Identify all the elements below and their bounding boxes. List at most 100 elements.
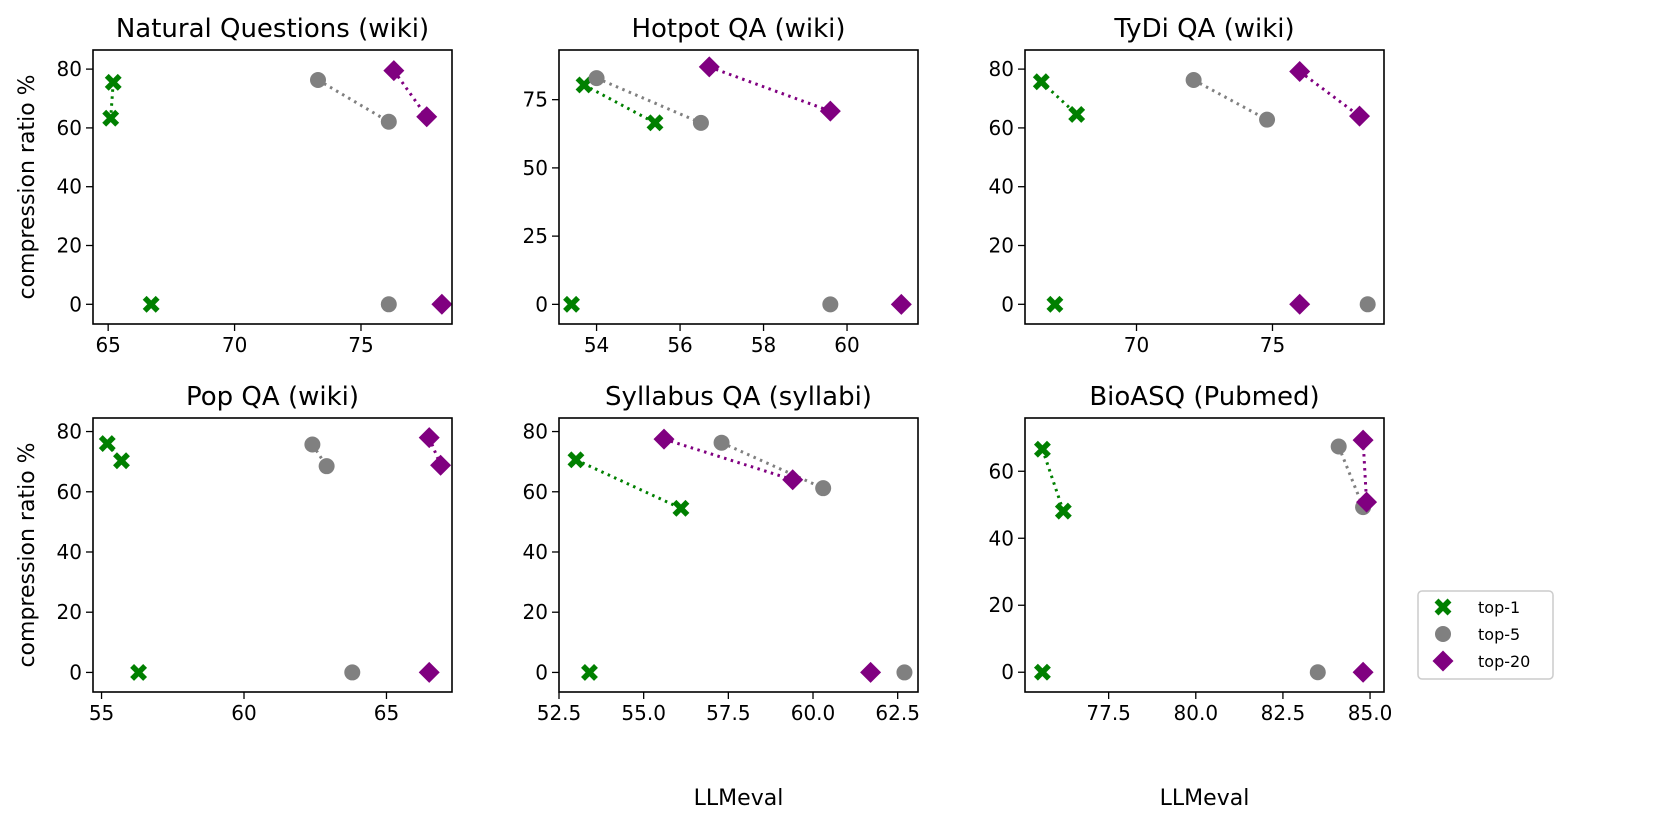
y-tick-label: 60 [989, 459, 1014, 483]
x-tick-label: 85.0 [1348, 701, 1393, 725]
data-point-top-20 [782, 469, 804, 491]
data-point-top-1-stroke-b [563, 295, 580, 313]
data-point-top-1-stroke-b [113, 452, 130, 470]
data-point-top-1 [1046, 295, 1064, 313]
data-point-top-5 [318, 458, 335, 475]
legend-marker-top-1 [1434, 598, 1452, 616]
data-point-top-5 [344, 664, 361, 681]
x-tick-label: 54 [584, 333, 609, 357]
y-tick-label: 60 [989, 116, 1014, 140]
legend-marker-top-5 [1435, 626, 1451, 642]
series-connector-top-1 [109, 82, 115, 119]
data-point-top-20 [416, 106, 438, 128]
data-point-top-20 [819, 100, 841, 122]
data-point-top-1 [130, 663, 148, 681]
y-tick-label: 20 [57, 234, 82, 258]
series-connector-top-20 [708, 65, 831, 113]
data-point-top-1-stroke-b [1046, 295, 1064, 313]
data-point-top-5 [380, 296, 397, 313]
x-tick-label: 56 [667, 333, 692, 357]
x-tick-label: 52.5 [537, 701, 582, 725]
plot-frame [558, 49, 919, 325]
subplot-6: BioASQ (Pubmed) 77.5 80.0 82.5 85.0 0 20 40 60 LL… [989, 382, 1393, 811]
data-point-top-1 [1054, 502, 1072, 520]
series-connector-top-5 [720, 441, 824, 490]
data-point-top-5 [1309, 664, 1326, 681]
data-point-top-5 [1259, 111, 1276, 128]
data-point-top-5 [822, 296, 839, 313]
subplot-title: Hotpot QA (wiki) [631, 14, 845, 44]
series-connector-top-1 [1041, 448, 1065, 512]
y-tick-label: 0 [535, 660, 548, 684]
legend-label-top-20: top-20 [1478, 652, 1530, 671]
data-point-top-20 [698, 56, 720, 78]
subplot-2: Hotpot QA (wiki) 54 56 58 60 0 25 50 75 [523, 14, 919, 357]
subplot-title: BioASQ (Pubmed) [1089, 382, 1319, 412]
data-point-top-1-stroke-b [1033, 440, 1051, 458]
data-point-top-1-stroke-b [646, 114, 664, 132]
series-connector-top-20 [663, 437, 794, 482]
data-point-top-1-stroke-b [98, 435, 116, 453]
data-point-top-20 [1349, 105, 1371, 127]
data-point-top-1 [1033, 663, 1051, 681]
x-tick-label: 77.5 [1086, 701, 1131, 725]
x-axis-label: LLMeval [1160, 786, 1250, 811]
data-point-top-1-stroke-b [672, 499, 690, 517]
data-point-top-1 [102, 109, 120, 127]
data-point-top-1-stroke-b [575, 76, 593, 94]
series-connector-top-1 [583, 83, 656, 125]
data-point-top-5 [304, 436, 321, 453]
y-tick-label: 0 [535, 292, 548, 316]
y-tick-label: 40 [523, 540, 548, 564]
data-point-top-1 [1068, 105, 1086, 123]
y-tick-label: 40 [989, 526, 1014, 550]
x-tick-label: 60 [834, 333, 859, 357]
y-tick-label: 60 [57, 116, 82, 140]
legend-marker-top-20 [1432, 650, 1454, 672]
data-point-top-1 [1033, 440, 1051, 458]
data-point-top-5 [713, 434, 730, 451]
y-tick-label: 25 [523, 224, 548, 248]
x-tick-label: 65 [95, 333, 120, 357]
series-connector-top-5 [1337, 445, 1365, 508]
x-tick-label: 80.0 [1174, 701, 1219, 725]
data-point-top-20 [383, 60, 405, 82]
y-axis-label: compression ratio % [15, 442, 40, 667]
legend-box [1417, 590, 1554, 680]
data-point-top-1-stroke-b [104, 73, 122, 91]
legend-marker-top-1-stroke-b [1434, 598, 1452, 616]
x-tick-label: 70 [1124, 333, 1149, 357]
legend-label-top-1: top-1 [1478, 598, 1520, 617]
plot-frame [92, 417, 453, 693]
subplot-title: Pop QA (wiki) [186, 382, 359, 412]
y-tick-label: 60 [523, 480, 548, 504]
x-tick-label: 58 [751, 333, 776, 357]
x-tick-label: 55 [89, 701, 114, 725]
data-point-top-1-stroke-b [567, 451, 585, 469]
series-connector-top-20 [427, 437, 442, 466]
series-connector-top-20 [392, 69, 428, 118]
data-point-top-1 [575, 76, 593, 94]
subplot-5: Syllabus QA (syllabi) 52.5 55.0 57.5 60.0 62.… [523, 382, 920, 811]
data-point-top-1 [567, 451, 585, 469]
y-tick-label: 40 [57, 540, 82, 564]
y-tick-label: 0 [69, 292, 82, 316]
data-point-top-5 [1330, 438, 1347, 455]
data-point-top-1 [98, 435, 116, 453]
subplot-3: TyDi QA (wiki) 70 75 0 20 40 60 80 [989, 14, 1385, 357]
y-tick-label: 60 [57, 480, 82, 504]
x-axis-label: LLMeval [694, 786, 784, 811]
data-point-top-20 [418, 661, 440, 683]
data-point-top-1-stroke-b [581, 663, 598, 681]
subplot-title: Natural Questions (wiki) [116, 14, 429, 44]
series-connector-top-1 [575, 458, 682, 510]
data-point-top-5 [896, 664, 913, 681]
data-point-top-1 [1032, 73, 1050, 91]
data-point-top-5 [588, 70, 605, 87]
y-tick-label: 75 [523, 88, 548, 112]
y-tick-label: 0 [1001, 292, 1014, 316]
x-tick-label: 57.5 [706, 701, 751, 725]
data-point-top-5 [310, 71, 327, 88]
subplot-1: Natural Questions (wiki) 65 70 75 0 20 40 60 80 c… [15, 14, 453, 357]
data-point-top-5 [1185, 71, 1202, 88]
